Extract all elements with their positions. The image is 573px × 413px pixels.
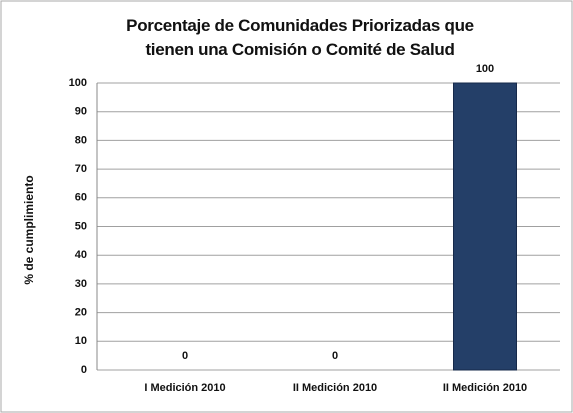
data-label: 0: [182, 350, 188, 362]
y-tick-label: 90: [75, 106, 87, 118]
y-tick-label: 10: [75, 335, 87, 347]
y-tick-label: 20: [75, 307, 87, 319]
y-tick-label: 40: [75, 249, 87, 261]
bar: [453, 82, 517, 371]
x-tick-label: II Medición 2010: [443, 382, 527, 394]
data-label: 0: [332, 350, 338, 362]
x-tick-label: II Medición 2010: [293, 382, 377, 394]
y-tick-label: 100: [69, 77, 87, 89]
y-axis-label: % de cumplimiento: [22, 175, 36, 284]
y-tick-label: 60: [75, 192, 87, 204]
data-label: 100: [476, 63, 494, 75]
x-tick-label: I Medición 2010: [144, 382, 225, 394]
y-tick-label: 80: [75, 134, 87, 146]
chart-title: Porcentaje de Comunidades Priorizadas qu…: [126, 16, 474, 59]
y-tick-label: 70: [75, 163, 87, 175]
y-tick-label: 50: [75, 220, 87, 232]
y-tick-label: 30: [75, 278, 87, 290]
y-tick-label: 0: [81, 364, 87, 376]
